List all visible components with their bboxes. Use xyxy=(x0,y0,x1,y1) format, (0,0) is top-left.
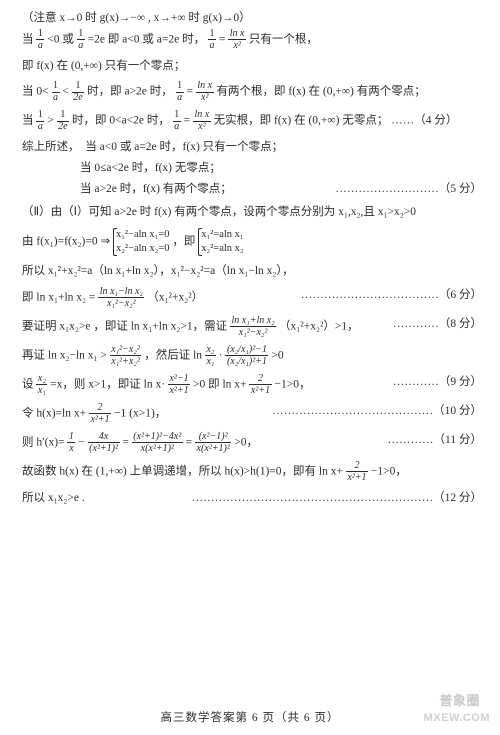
text-line: 所以 x₁x₂>e . ………………………………………………………（12 分） xyxy=(22,490,482,507)
part2-intro: （Ⅱ）由（Ⅰ）可知 a>2e 时 f(x) 有两个零点，设两个零点分别为 x₁,… xyxy=(22,204,482,221)
text-line: 当 1a > 12e 时，即 0<a<2e 时， 1a = ln xx² 无实根… xyxy=(22,110,482,132)
text-line: 要证明 x₁x₂>e ，即证 ln x₁+ln x₂>1，需证 ln x₁+ln… xyxy=(22,316,482,338)
score-ref: ………………………………（6 分） xyxy=(301,287,482,304)
watermark-1: 普象圈 xyxy=(439,692,480,711)
score-ref: ……（4 分） xyxy=(391,115,457,127)
score-ref: …………（9 分） xyxy=(393,374,482,391)
text-line: 令 h(x)=ln x+ 2x²+1 −1 (x>1)， ……………………………… xyxy=(22,403,482,425)
watermark-2: MXEW.COM xyxy=(424,711,490,727)
text-line: 即 ln x₁+ln x₂ = ln x₁−ln x₂x₁²−x₂² （x₁²+… xyxy=(22,287,482,309)
note-line: （注意 x→0 时 g(x)→−∞ , x→+∞ 时 g(x)→0） xyxy=(22,10,482,27)
score-ref: ……………………………………（10 分） xyxy=(272,403,482,420)
text-line: 再证 ln x₂−ln x₁ > x₁²−x₂²x₁²+x₂² ，然后证 ln … xyxy=(22,345,482,367)
text-line: 当 1a <0 或 1a =2e 即 a<0 或 a=2e 时， 1a = ln… xyxy=(22,29,482,51)
text-line: 即 f(x) 在 (0,+∞) 只有一个零点； xyxy=(22,58,482,75)
text-line: 故函数 h(x) 在 (1,+∞) 上单调递增，所以 h(x)>h(1)=0，即… xyxy=(22,461,482,483)
score-ref: ………………………（5 分） xyxy=(335,181,482,198)
text-line: 设 x₂x₁ =x，则 x>1，即证 ln x· x²−1x²+1 >0 即 l… xyxy=(22,374,482,396)
text-line: 当 0< 1a < 12e 时，即 a>2e 时， 1a = ln xx² 有两… xyxy=(22,81,482,103)
summary-line: 当 0≤a<2e 时，f(x) 无零点； xyxy=(22,160,482,177)
score-ref: …………（8 分） xyxy=(393,316,482,333)
summary-line: 当 a>2e 时，f(x) 有两个零点； ………………………（5 分） xyxy=(22,181,482,198)
summary-line: 综上所述， 当 a<0 或 a=2e 时，f(x) 只有一个零点； xyxy=(22,139,482,156)
text-line: 所以 x₁²+x₂²=a（ln x₁+ln x₂），x₁²−x₂²=a（ln x… xyxy=(22,263,482,280)
text-line: 则 h′(x)= 1x − 4x(x²+1)² = (x²+1)²−4x²x(x… xyxy=(22,432,482,454)
system-line: 由 f(x₁)=f(x₂)=0 ⇒ x₁²−aln x₁=0x₂²−aln x₂… xyxy=(22,228,482,256)
score-ref: …………（11 分） xyxy=(388,432,482,449)
score-ref: ………………………………………………………（12 分） xyxy=(192,490,482,507)
